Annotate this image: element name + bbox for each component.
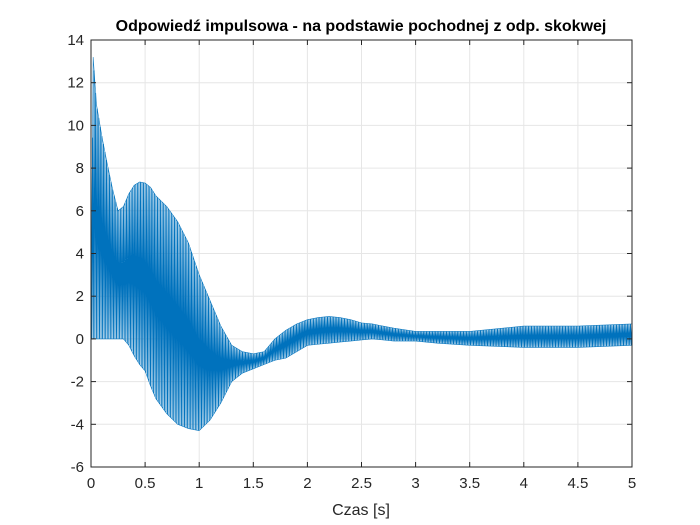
x-tick-label: 4 [520, 475, 528, 492]
axis-ticks [90, 39, 633, 468]
y-tick-label: 10 [67, 117, 84, 134]
y-tick-label: 8 [76, 160, 84, 177]
chart-title: Odpowiedź impulsowa - na podstawie pocho… [116, 18, 607, 35]
y-tick-label: -6 [71, 459, 84, 476]
x-tick-label: 1.5 [243, 475, 264, 492]
x-tick-label: 4.5 [567, 475, 588, 492]
y-tick-label: 2 [76, 288, 84, 305]
x-tick-labels: 0 0.5 1 1.5 2 2.5 3 3.5 4 4.5 5 [87, 475, 636, 492]
y-tick-label: -2 [71, 374, 84, 391]
x-tick-label: 2.5 [351, 475, 372, 492]
y-tick-label: 0 [76, 331, 84, 348]
y-tick-label: 12 [67, 75, 84, 92]
y-tick-label: 14 [67, 32, 84, 49]
x-tick-label: 5 [628, 475, 636, 492]
y-tick-label: -4 [71, 416, 84, 433]
impulse-response-lower-envelope [91, 338, 633, 432]
impulse-response-upper-envelope [90, 57, 633, 355]
x-tick-label: 3 [411, 475, 419, 492]
y-tick-label: 6 [76, 203, 84, 220]
y-tick-labels: -6 -4 -2 0 2 4 6 8 10 12 14 [67, 32, 84, 476]
x-tick-label: 3.5 [459, 475, 480, 492]
data-series-layer [90, 57, 633, 432]
x-tick-label: 0.5 [135, 475, 156, 492]
y-tick-label: 4 [76, 246, 84, 263]
x-tick-label: 0 [87, 475, 95, 492]
x-axis-label: Czas [s] [332, 502, 390, 519]
x-tick-label: 2 [303, 475, 311, 492]
x-tick-label: 1 [195, 475, 203, 492]
